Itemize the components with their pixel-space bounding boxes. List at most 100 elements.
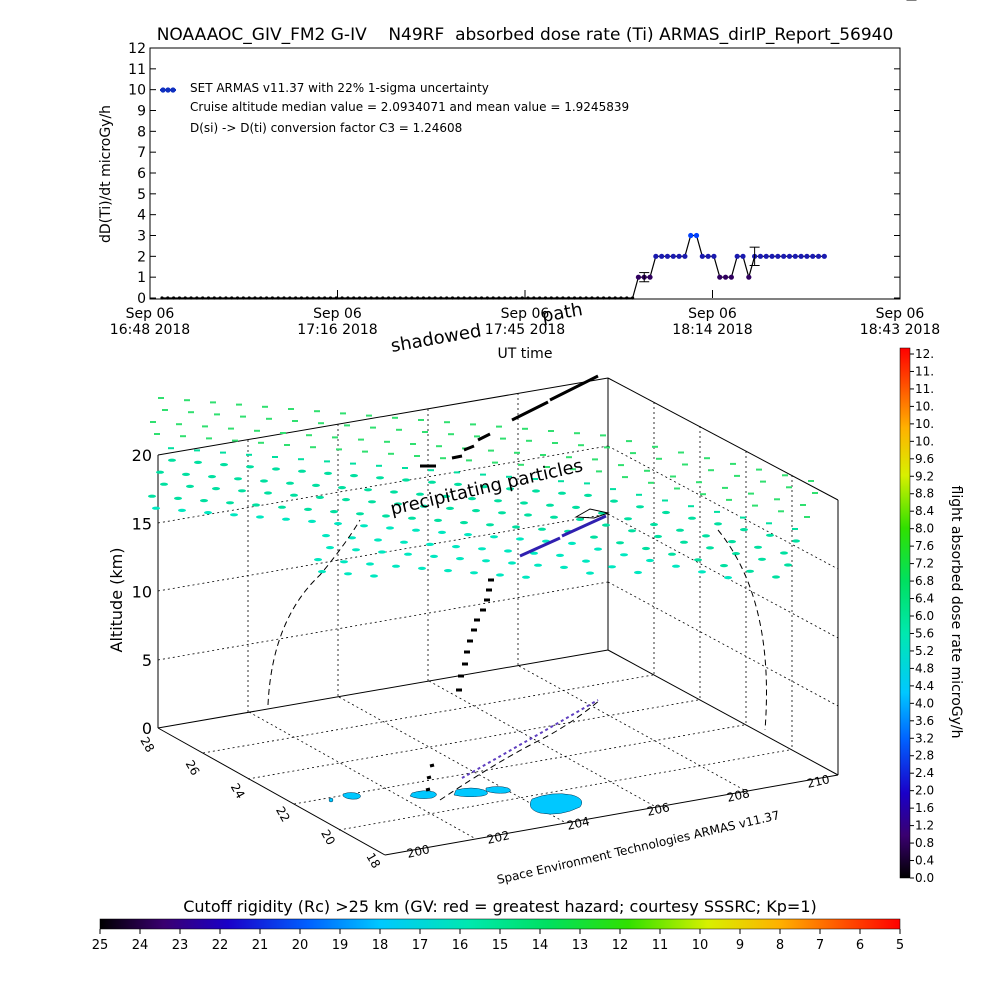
- series-point: [334, 296, 338, 300]
- particle-mark: [792, 539, 800, 543]
- series-point: [235, 296, 240, 300]
- particle-mark: [642, 546, 650, 551]
- series-point: [195, 296, 199, 300]
- series-point: [635, 274, 642, 280]
- particle-mark: [582, 559, 590, 563]
- particle-mark: [212, 487, 220, 491]
- particle-mark: [282, 517, 290, 521]
- dose-colorbar-tick-label: 10.: [915, 417, 934, 431]
- particle-mark: [472, 509, 480, 513]
- particle-mark: [590, 535, 598, 539]
- series-point: [746, 274, 752, 280]
- series-point: [456, 296, 460, 300]
- series-point: [619, 296, 623, 300]
- series-point: [479, 296, 484, 300]
- dose-colorbar-tick-label: 6.4: [915, 592, 934, 606]
- rigidity-colorbar-tick-label: 15: [492, 938, 509, 953]
- timeseries-legend: SET ARMAS v11.37 with 22% 1-sigma uncert…: [160, 81, 629, 135]
- ts-ytick-label: 10: [128, 83, 146, 99]
- rigidity-colorbar-tick-label: 8: [776, 938, 784, 953]
- particle-mark: [420, 504, 428, 508]
- particle-mark: [698, 570, 706, 574]
- altitude-tick-label: 10: [132, 583, 152, 602]
- particle-mark: [694, 558, 702, 562]
- ts-xtick-label-line2: 18:43 2018: [860, 322, 940, 338]
- particle-mark: [394, 502, 402, 506]
- floor-y-tick-label: 24: [228, 781, 248, 801]
- altitude-tick-label: 0: [142, 719, 152, 738]
- series-point: [317, 296, 321, 300]
- series-point: [676, 253, 682, 259]
- series-point: [520, 296, 524, 300]
- altitude-tick-label: 15: [132, 514, 152, 533]
- particle-mark: [482, 559, 490, 563]
- ts-xtick-label-line2: 17:16 2018: [297, 322, 377, 338]
- series-point: [509, 296, 513, 300]
- ts-xtick-label-line1: Sep 06: [501, 306, 550, 322]
- series-point: [763, 253, 769, 259]
- particle-mark: [576, 517, 584, 522]
- ts-xtick-label-line1: Sep 06: [876, 306, 925, 322]
- particle-mark: [416, 492, 424, 496]
- series-point: [259, 296, 263, 300]
- series-point: [253, 296, 257, 300]
- particle-mark: [230, 513, 238, 517]
- series-point: [468, 296, 472, 300]
- legend-marker: [160, 87, 176, 93]
- flight-track-colored: [519, 514, 607, 558]
- dose-colorbar-tick-label: 3.2: [915, 731, 934, 745]
- particle-mark: [330, 510, 338, 514]
- dose-colorbar-tick-label: 11.: [915, 382, 934, 396]
- particle-mark: [256, 515, 264, 519]
- particle-mark: [702, 534, 710, 538]
- rigidity-colorbar-tick-label: 12: [612, 938, 629, 953]
- series-point: [189, 296, 193, 300]
- floor-shading: [328, 786, 582, 815]
- particle-mark: [286, 481, 294, 485]
- series-line: [162, 234, 825, 299]
- series-point: [734, 253, 740, 259]
- legend-entry-3: D(si) -> D(ti) conversion factor C3 = 1.…: [190, 121, 462, 135]
- ts-xtick-label-line2: 17:45 2018: [485, 322, 565, 338]
- rigidity-colorbar-tick-label: 22: [212, 938, 229, 953]
- series-point: [299, 296, 304, 300]
- box-dotted-grid: [157, 393, 839, 840]
- rigidity-colorbar-tick-label: 13: [572, 938, 589, 953]
- particle-mark: [668, 552, 676, 556]
- floor-x-tick-label: 210: [806, 772, 831, 791]
- series-point: [276, 296, 280, 300]
- particle-mark: [470, 571, 478, 575]
- series-point: [421, 296, 426, 300]
- dose-colorbar-tick-label: 2.8: [915, 749, 934, 763]
- rigidity-colorbar-tick-label: 10: [692, 938, 709, 953]
- chart-title: NOAAAOC_GIV_FM2 G-IV N49RF absorbed dose…: [157, 25, 894, 45]
- particle-mark: [498, 511, 506, 515]
- altitude-axis: Altitude (km) 0 5 10 15 20: [107, 446, 152, 738]
- ts-ytick-label: 9: [137, 104, 146, 120]
- particle-mark: [238, 489, 246, 493]
- particle-mark: [620, 553, 628, 557]
- series-point: [769, 253, 775, 259]
- particle-mark: [178, 508, 186, 512]
- particle-mark: [524, 513, 532, 517]
- series-point: [578, 296, 582, 300]
- rigidity-colorbar-tick-label: 23: [172, 938, 189, 953]
- dose-colorbar-tick-label: 8.4: [915, 504, 934, 518]
- altitude-axis-label: Altitude (km): [107, 548, 126, 653]
- dose-colorbar-tick-label: 1.6: [915, 801, 934, 815]
- series-point: [398, 296, 402, 300]
- flight-track: [420, 374, 599, 792]
- rigidity-colorbar: Cutoff rigidity (Rc) >25 km (GV: red = g…: [92, 897, 904, 953]
- series-point: [462, 296, 466, 300]
- altitude-tick-label: 20: [132, 446, 152, 465]
- series-point: [757, 253, 764, 259]
- rigidity-colorbar-label: Cutoff rigidity (Rc) >25 km (GV: red = g…: [183, 897, 817, 916]
- particle-mark: [680, 540, 688, 544]
- series-point: [699, 253, 705, 259]
- particle-mark: [740, 528, 748, 532]
- particle-mark: [278, 505, 286, 509]
- particle-mark: [182, 472, 190, 476]
- timeseries-y-axis-label: dD(Ti)/dt microGy/h: [98, 105, 114, 243]
